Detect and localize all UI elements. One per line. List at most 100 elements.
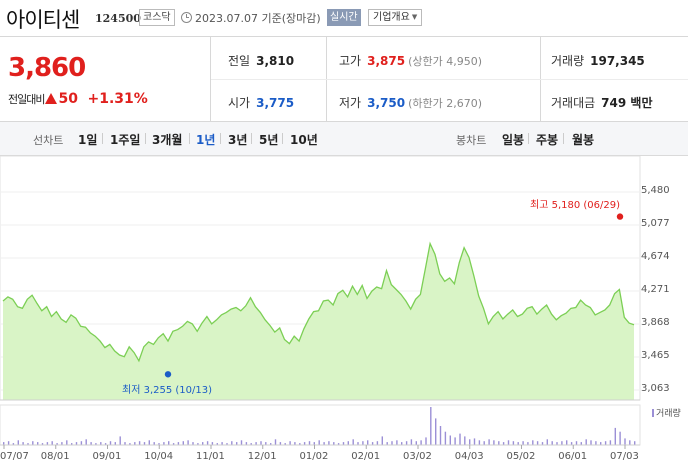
y-tick-label: 5,077	[641, 218, 670, 229]
volume-bar	[221, 442, 223, 445]
volume-bar	[71, 443, 73, 445]
volume: 거래량 197,345	[551, 52, 645, 69]
price-chart[interactable]: 5,480 5,077 4,674 4,271 3,868 3,465 3,063 07/0…	[0, 156, 688, 470]
volume-bar	[17, 440, 19, 446]
volume-bar	[561, 441, 563, 445]
candle-daily[interactable]: 일봉	[502, 133, 525, 147]
volume-bar	[507, 440, 510, 446]
high-label: 고가	[339, 54, 362, 68]
volume-bar	[12, 443, 15, 445]
period-3y[interactable]: 3년	[228, 133, 248, 147]
open-label: 시가	[228, 96, 251, 110]
change-value: 50	[58, 91, 78, 107]
prev-close: 전일 3,810	[228, 52, 294, 69]
period-1y[interactable]: 1년	[196, 133, 216, 147]
volume-bar	[279, 442, 282, 445]
candle-monthly[interactable]: 월봉	[572, 133, 595, 147]
volume-bar	[527, 442, 529, 445]
volume-bar	[308, 441, 311, 445]
volume-bar	[590, 440, 592, 446]
volume-bar	[187, 440, 189, 446]
high-marker	[616, 213, 624, 220]
volume-bar	[473, 438, 476, 445]
volume-bar	[303, 442, 306, 445]
volume-frame	[0, 404, 641, 446]
volume-bar	[405, 441, 408, 445]
volume-bar	[333, 442, 335, 445]
amount-value: 749 백만	[601, 96, 653, 110]
candle-weekly[interactable]: 주봉	[536, 133, 559, 147]
volume-bar	[32, 441, 34, 445]
volume-bar	[7, 441, 10, 445]
volume-bar	[391, 441, 393, 445]
volume-bar	[454, 437, 456, 445]
realtime-button[interactable]: 실시간	[327, 9, 361, 26]
volume-bar	[250, 443, 252, 445]
volume-bar	[342, 442, 345, 445]
stock-code: 124500	[95, 12, 141, 25]
volume-bar	[163, 442, 165, 445]
volume-bar	[134, 442, 136, 445]
volume-bar	[284, 443, 286, 445]
volume-bar	[546, 439, 548, 445]
clock-icon	[181, 12, 192, 23]
volume-bar	[619, 431, 621, 445]
line-chart-label: 선차트	[33, 134, 64, 147]
volume-bar	[435, 418, 437, 445]
volume-bar	[177, 442, 180, 445]
volume-bar	[575, 441, 578, 445]
volume-bar	[629, 440, 631, 446]
volume-bar	[172, 443, 175, 445]
period-5y[interactable]: 5년	[259, 133, 279, 147]
volume-bar	[386, 442, 388, 445]
high-annotation: 최고 5,180 (06/29)	[530, 200, 621, 211]
volume-bar	[3, 442, 5, 445]
trade-amount: 거래대금 749 백만	[551, 94, 652, 111]
volume-bar	[483, 441, 485, 445]
volume-bar	[260, 441, 262, 445]
x-tick-label: 11/01	[196, 451, 225, 462]
x-tick-label: 02/01	[351, 451, 381, 462]
volume-bar	[498, 441, 500, 445]
volume-bar	[522, 441, 524, 445]
x-tick-label: 07/03	[610, 451, 639, 462]
x-tick-label: 04/03	[454, 451, 484, 462]
period-10y[interactable]: 10년	[290, 133, 318, 147]
volume-bar	[362, 441, 364, 445]
separator	[251, 133, 252, 144]
change-label: 전일대비	[8, 93, 45, 106]
volume-bar	[367, 440, 369, 446]
lower-limit: (하한가 2,670)	[408, 97, 482, 110]
volume-bar	[192, 442, 194, 445]
volume-bar	[168, 441, 170, 445]
volume-bar	[61, 442, 63, 445]
volume-bar	[381, 436, 383, 445]
x-tick-label: 12/01	[247, 451, 277, 462]
divider	[210, 37, 211, 122]
volume-bar	[600, 442, 602, 445]
volume-bar	[80, 441, 83, 445]
candle-chart-label: 봉차트	[456, 134, 487, 147]
volume-bars	[3, 407, 636, 446]
x-tick-marks	[3, 445, 626, 449]
y-tick-label: 4,674	[641, 251, 670, 262]
volume-bar	[270, 443, 272, 445]
company-overview-label: 기업개요	[373, 12, 410, 23]
volume-bar	[114, 442, 116, 445]
volume-bar	[585, 439, 587, 445]
price-line	[2, 241, 635, 363]
volume-bar	[459, 433, 461, 445]
volume-bar	[90, 442, 92, 445]
period-1w[interactable]: 1주일	[110, 133, 141, 147]
period-1d[interactable]: 1일	[78, 133, 98, 147]
up-triangle-icon	[45, 93, 58, 104]
company-overview-button[interactable]: 기업개요 ▼	[368, 9, 423, 26]
volume-bar	[109, 441, 112, 445]
volume-value: 197,345	[590, 54, 645, 68]
volume-bar	[182, 441, 184, 445]
volume-bar	[66, 440, 68, 446]
period-3m[interactable]: 3개월	[152, 133, 183, 147]
x-tick-label: 07/07	[0, 451, 29, 462]
volume-bar	[158, 443, 160, 445]
price-area	[3, 243, 634, 400]
